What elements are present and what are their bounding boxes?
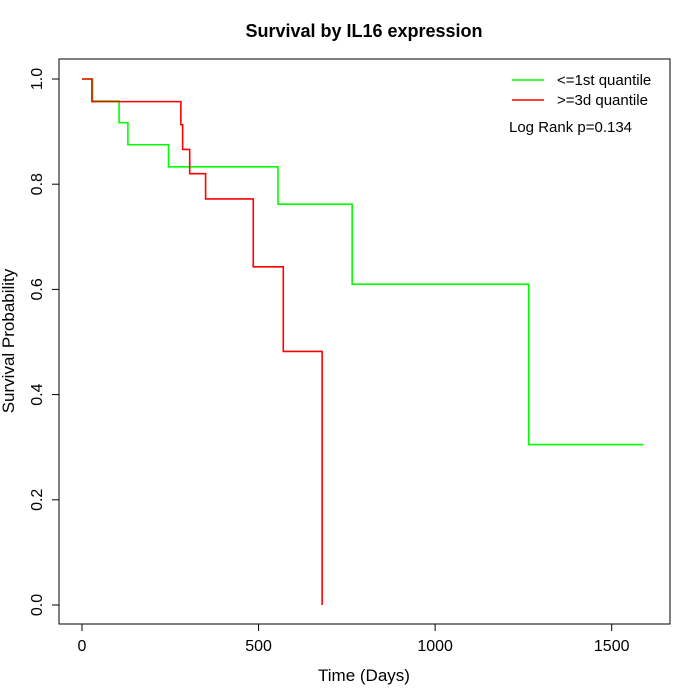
series-lines bbox=[82, 78, 644, 605]
x-axis: 0 500 1000 1500 bbox=[78, 623, 630, 655]
y-tick-label: 0.6 bbox=[29, 278, 46, 300]
y-axis: 0.0 0.2 0.4 0.6 0.8 1.0 bbox=[29, 68, 60, 616]
y-tick-label: 0.0 bbox=[29, 594, 46, 616]
x-tick-label: 1000 bbox=[417, 638, 453, 655]
x-tick-label: 1500 bbox=[594, 638, 630, 655]
legend-label: <=1st quantile bbox=[557, 72, 651, 89]
y-axis-label: Survival Probability bbox=[0, 268, 18, 413]
x-tick-label: 500 bbox=[245, 638, 272, 655]
series-line-2 bbox=[82, 78, 323, 605]
chart-title: Survival by IL16 expression bbox=[245, 21, 482, 41]
y-tick-label: 0.4 bbox=[29, 383, 46, 405]
log-rank-annotation: Log Rank p=0.134 bbox=[509, 119, 632, 136]
y-tick-label: 0.8 bbox=[29, 173, 46, 195]
legend: <=1st quantile >=3d quantile bbox=[512, 72, 651, 109]
y-tick-label: 0.2 bbox=[29, 489, 46, 511]
x-tick-label: 0 bbox=[78, 638, 87, 655]
x-axis-label: Time (Days) bbox=[318, 666, 410, 685]
legend-label: >=3d quantile bbox=[557, 92, 648, 109]
plot-frame bbox=[58, 58, 671, 625]
y-tick-label: 1.0 bbox=[29, 68, 46, 90]
